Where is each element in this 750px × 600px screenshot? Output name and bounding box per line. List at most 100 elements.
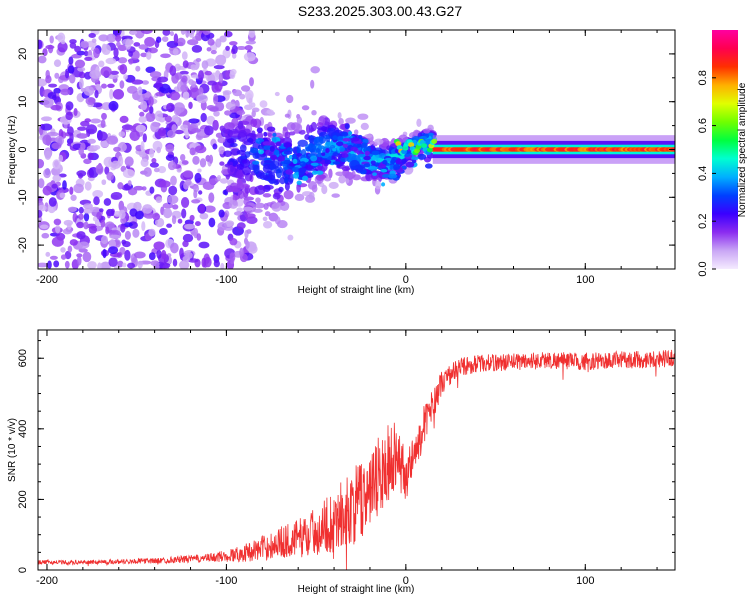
spectral-blob: [285, 169, 294, 175]
spectral-blob: [151, 157, 157, 164]
spectral-blob: [178, 260, 190, 269]
spectral-blob: [199, 203, 206, 214]
spectral-blob: [118, 209, 126, 219]
spectral-blob: [268, 151, 273, 157]
spectral-blob: [209, 106, 219, 112]
spectral-blob: [128, 50, 133, 57]
spectral-blob: [106, 135, 119, 145]
spectral-blob: [332, 161, 341, 165]
spectral-blob: [57, 41, 68, 53]
colorbar-tick-label: 0.4: [697, 166, 709, 181]
spectral-blob: [69, 239, 78, 246]
spectral-blob: [153, 82, 164, 88]
spectral-blob: [127, 262, 136, 269]
spectral-blob: [181, 160, 189, 165]
spectral-blob: [196, 93, 208, 104]
spectral-blob: [256, 131, 264, 141]
spectral-blob: [48, 197, 57, 207]
spectral-blob: [417, 153, 427, 160]
spectrogram-heatmap: [38, 30, 675, 269]
spectral-blob: [152, 261, 161, 269]
spectral-blob: [120, 223, 126, 233]
spectral-blob: [51, 183, 58, 189]
spectral-blob: [388, 173, 398, 179]
spectral-blob: [101, 112, 107, 120]
spectral-blob: [310, 155, 318, 162]
spectral-blob: [292, 153, 297, 160]
spectral-blob: [166, 223, 173, 228]
spectral-blob: [87, 138, 96, 144]
spectral-blob: [215, 54, 227, 66]
spectral-blob: [174, 72, 182, 80]
spectral-blob: [310, 79, 315, 89]
spectral-blob: [216, 175, 222, 181]
spectral-blob: [332, 152, 339, 157]
spectral-blob: [262, 141, 271, 146]
spectral-blob: [107, 246, 119, 254]
spectral-blob: [101, 44, 111, 55]
spectral-blob: [98, 208, 104, 213]
spectral-blob: [76, 133, 88, 139]
spectral-blob: [67, 65, 75, 74]
spectral-blob: [213, 64, 225, 70]
spectral-blob: [48, 83, 58, 88]
spectral-blob: [166, 102, 175, 113]
spectral-blob: [145, 51, 152, 60]
spectral-blob: [277, 156, 286, 162]
spectral-blob: [335, 171, 344, 177]
x-tick-label: -100: [215, 575, 237, 587]
spectral-blob: [159, 227, 168, 236]
spectral-blob: [77, 66, 86, 72]
spectral-blob: [110, 191, 123, 200]
spectral-blob: [180, 84, 189, 93]
spectral-blob: [133, 251, 146, 259]
spectral-blob: [236, 222, 246, 230]
spectral-blob: [195, 32, 203, 41]
spectral-blob: [53, 59, 62, 68]
spectral-blob: [100, 66, 112, 77]
spectral-blob: [64, 250, 72, 260]
spectral-blob: [297, 176, 303, 180]
spectral-blob: [292, 172, 300, 179]
spectral-blob: [347, 131, 353, 136]
spectral-blob: [46, 131, 59, 137]
spectral-blob: [96, 131, 108, 141]
spectral-blob: [55, 224, 61, 234]
spectral-blob: [269, 171, 276, 181]
spectral-blob: [184, 223, 196, 230]
spectral-blob: [185, 30, 190, 38]
spectral-blob: [405, 161, 415, 168]
spectral-blob: [284, 131, 291, 139]
spectral-blob: [292, 158, 298, 165]
spectral-blob: [161, 249, 167, 260]
spectral-blob: [223, 31, 233, 38]
spectral-blob: [421, 143, 428, 149]
spectral-blob: [335, 141, 344, 146]
spectral-blob: [207, 38, 215, 46]
spectral-blob: [284, 113, 291, 118]
spectral-blob: [374, 138, 384, 145]
spectral-blob: [100, 119, 106, 129]
spectral-blob: [212, 143, 218, 150]
spectral-blob: [70, 194, 77, 201]
spectral-blob: [90, 118, 102, 124]
colorbar-tick-label: 0.8: [697, 70, 709, 85]
spectral-blob: [87, 152, 94, 160]
spectral-blob: [256, 127, 263, 133]
x-tick-label: -100: [215, 274, 237, 286]
spectral-blob: [193, 189, 198, 199]
spectral-blob: [287, 234, 294, 241]
spectral-blob: [149, 162, 159, 168]
spectral-blob: [85, 124, 98, 135]
spectral-blob: [59, 192, 66, 199]
spectral-blob: [150, 121, 160, 133]
spectral-blob: [311, 109, 317, 116]
spectral-blob: [272, 132, 277, 137]
spectral-blob: [200, 112, 207, 123]
spectral-blob: [156, 146, 161, 154]
spectral-blob: [107, 83, 115, 88]
spectral-blob: [275, 141, 282, 147]
spectral-blob: [188, 30, 195, 38]
spectral-blob: [240, 85, 251, 92]
spectral-blob: [283, 159, 292, 165]
